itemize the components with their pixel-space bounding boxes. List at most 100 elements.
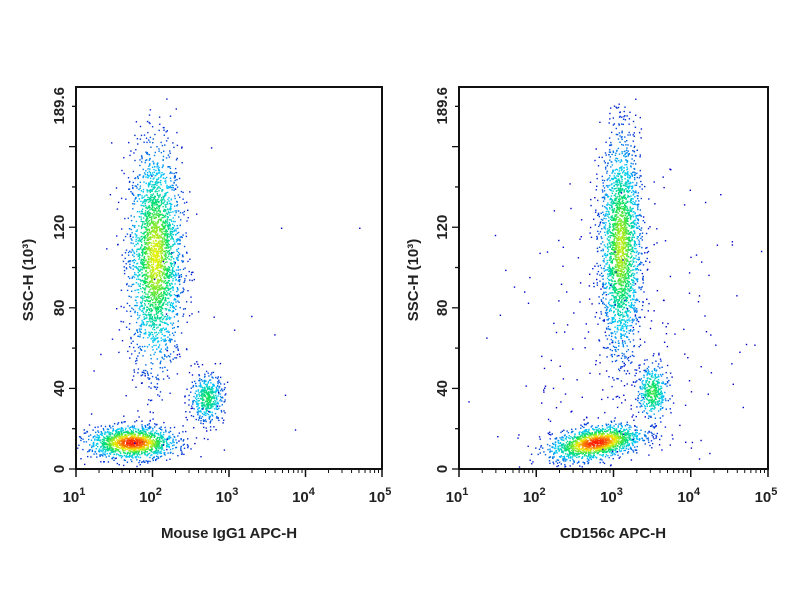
data-point	[161, 306, 163, 308]
data-point	[175, 294, 177, 297]
data-point	[169, 341, 171, 343]
data-point	[636, 149, 638, 151]
data-point	[190, 407, 192, 410]
data-point	[152, 184, 154, 186]
data-point	[153, 426, 156, 428]
data-point	[161, 321, 164, 323]
data-point	[161, 190, 163, 192]
data-point	[151, 319, 153, 321]
data-point	[166, 261, 168, 263]
data-point	[145, 220, 147, 222]
data-point	[165, 209, 167, 211]
data-point	[150, 238, 152, 241]
data-point	[166, 236, 168, 238]
data-point	[173, 316, 176, 318]
data-point	[154, 452, 156, 454]
data-point	[158, 243, 160, 245]
data-point	[190, 296, 192, 298]
data-point	[145, 315, 148, 317]
data-point	[175, 313, 177, 316]
data-point	[163, 243, 166, 246]
data-point	[161, 399, 163, 401]
data-point	[176, 248, 178, 251]
data-point	[144, 295, 146, 298]
data-point	[132, 442, 135, 444]
data-point	[130, 459, 132, 461]
data-point	[222, 390, 224, 392]
data-point	[153, 220, 155, 223]
data-point	[151, 320, 153, 323]
data-point	[149, 305, 151, 308]
data-point	[140, 280, 142, 282]
data-point	[140, 218, 143, 220]
data-point	[143, 200, 145, 202]
data-point	[136, 211, 139, 213]
data-point	[149, 200, 151, 203]
data-point	[180, 276, 183, 278]
data-point	[161, 272, 164, 274]
data-point	[122, 447, 124, 449]
data-point	[131, 192, 134, 194]
data-point	[159, 456, 162, 458]
data-point	[156, 275, 158, 277]
data-point	[153, 435, 156, 438]
data-point	[133, 262, 135, 264]
data-point	[168, 309, 170, 312]
data-point	[165, 238, 167, 241]
data-point	[620, 282, 622, 284]
data-point	[158, 169, 160, 171]
data-point	[621, 175, 623, 178]
data-point	[183, 439, 185, 441]
data-point	[203, 426, 205, 429]
data-point	[166, 187, 168, 189]
data-point	[144, 461, 146, 463]
data-point	[149, 304, 151, 307]
data-point	[117, 432, 120, 435]
data-point	[187, 446, 189, 449]
data-point	[162, 280, 164, 282]
data-point	[165, 249, 168, 252]
data-point	[183, 214, 185, 216]
data-point	[223, 419, 225, 421]
data-point	[164, 261, 167, 264]
data-point	[196, 411, 198, 413]
data-point	[133, 255, 135, 258]
data-point	[211, 411, 213, 414]
data-point	[153, 326, 156, 328]
data-point	[153, 216, 155, 219]
data-point	[153, 204, 155, 206]
data-point	[209, 388, 211, 391]
data-point	[180, 445, 182, 448]
data-point	[215, 429, 217, 431]
data-point	[136, 242, 139, 244]
data-point	[79, 436, 82, 438]
data-point	[87, 455, 89, 458]
data-point	[192, 385, 195, 387]
data-point	[166, 241, 169, 243]
data-point	[122, 450, 124, 452]
data-point	[626, 279, 628, 282]
data-point	[197, 412, 199, 414]
data-point	[215, 406, 217, 408]
data-point	[223, 401, 225, 403]
data-point	[156, 229, 158, 232]
data-point	[159, 218, 161, 221]
data-point	[156, 180, 158, 182]
data-point	[220, 397, 223, 399]
data-point	[198, 416, 201, 419]
data-point	[218, 387, 220, 389]
data-point	[97, 431, 100, 433]
data-point	[169, 269, 171, 271]
data-point	[133, 433, 135, 435]
data-point	[103, 437, 105, 439]
data-point	[132, 438, 135, 440]
data-point	[105, 435, 108, 437]
data-point	[166, 224, 168, 226]
data-point	[184, 395, 186, 397]
data-point	[151, 194, 154, 196]
data-point	[154, 181, 157, 183]
data-point	[161, 166, 163, 169]
data-point	[184, 280, 186, 282]
data-point	[146, 285, 148, 287]
data-point	[162, 197, 165, 199]
